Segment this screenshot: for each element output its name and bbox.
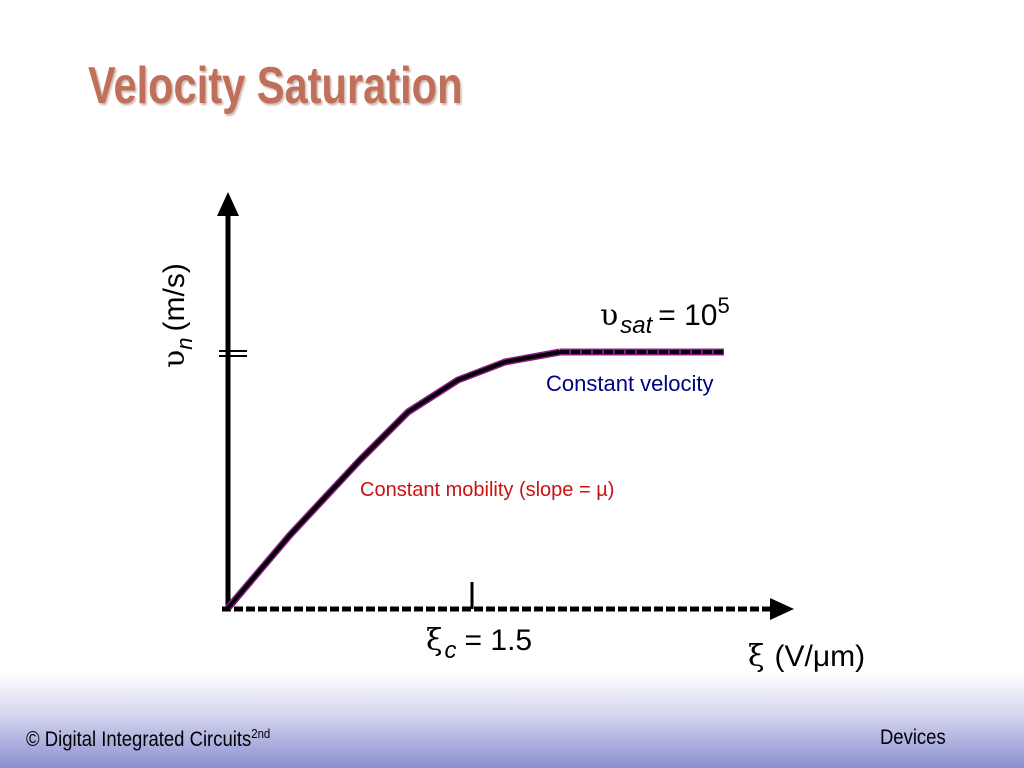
velocity-curve (226, 350, 561, 610)
critical-field-label: ξc = 1.5 (426, 623, 532, 664)
footer-copyright-text: © Digital Integrated Circuits (26, 728, 252, 751)
x-axis-label: ξ (V/μm) (748, 639, 865, 674)
footer-copyright: © Digital Integrated Circuits2nd (26, 726, 270, 752)
footer-section-name: Devices (880, 726, 946, 749)
x-axis-arrowhead (770, 598, 794, 620)
constant-velocity-label: Constant velocity (546, 371, 714, 396)
saturation-velocity-label: υsat = 105 (600, 293, 730, 339)
y-axis-arrowhead (217, 192, 239, 216)
footer-band (0, 672, 1024, 768)
footer-edition-superscript: 2nd (251, 726, 271, 741)
slide-title: Velocity Saturation (88, 57, 463, 115)
constant-mobility-label: Constant mobility (slope = µ) (360, 479, 614, 501)
y-axis-label: υn(m/s) (157, 263, 197, 368)
